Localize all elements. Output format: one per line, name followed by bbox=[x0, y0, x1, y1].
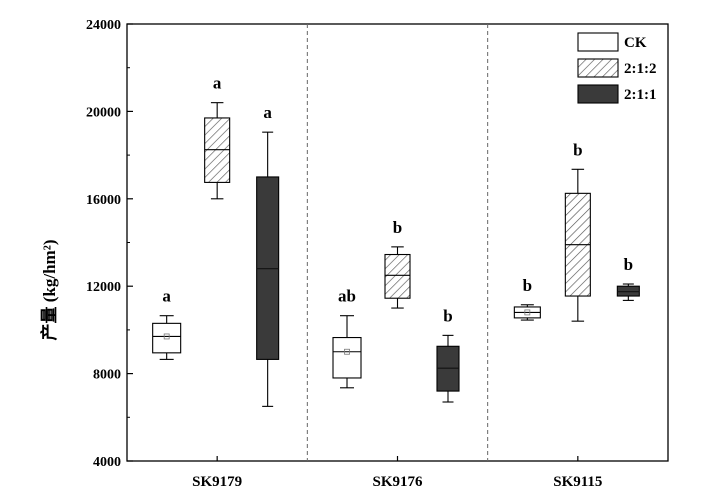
legend: CK 2:1:2 2:1:1 bbox=[577, 32, 657, 104]
mean-marker bbox=[163, 333, 170, 340]
box-plot-2-1-2-SK9115: b bbox=[564, 140, 591, 322]
y-tick-label: 12000 bbox=[86, 280, 121, 295]
box-plot-2-1-2-SK9176: b bbox=[384, 218, 411, 309]
y-axis-label: 产量 (kg/hm²) bbox=[39, 240, 59, 341]
group-separators bbox=[306, 24, 489, 461]
y-tick-label: 16000 bbox=[86, 193, 121, 208]
box bbox=[152, 322, 182, 354]
y-tick-label: 8000 bbox=[93, 368, 121, 383]
x-tick-label: SK9179 bbox=[192, 474, 242, 490]
significance-label: a bbox=[213, 74, 222, 93]
significance-label: b bbox=[523, 276, 532, 295]
significance-label: b bbox=[573, 140, 582, 159]
legend-label: CK bbox=[624, 35, 647, 51]
legend-label: 2:1:2 bbox=[624, 61, 657, 77]
box bbox=[332, 336, 362, 379]
x-axis: SK9179 SK9176 SK9115 bbox=[192, 456, 602, 490]
box-plot-2-1-1-SK9179: a bbox=[256, 103, 280, 407]
legend-swatch bbox=[577, 32, 619, 52]
significance-label: ab bbox=[338, 287, 356, 306]
y-tick-label: 20000 bbox=[86, 105, 121, 120]
mean-marker bbox=[524, 309, 531, 316]
x-tick-label: SK9176 bbox=[372, 474, 423, 490]
significance-label: b bbox=[443, 306, 452, 325]
y-axis: 4000 8000 12000 16000 20000 24000 bbox=[86, 18, 133, 470]
significance-label: b bbox=[393, 218, 402, 237]
box-plot-2-1-1-SK9115: b bbox=[616, 255, 640, 301]
box-plot-2-1-1-SK9176: b bbox=[436, 306, 460, 403]
legend-label: 2:1:1 bbox=[624, 87, 657, 103]
y-tick-label: 4000 bbox=[93, 455, 121, 470]
box-plot-CK-SK9115: b bbox=[513, 276, 541, 321]
legend-swatch bbox=[577, 58, 619, 78]
x-tick-label: SK9115 bbox=[553, 474, 602, 490]
significance-label: a bbox=[263, 103, 272, 122]
significance-label: b bbox=[624, 255, 633, 274]
significance-label: a bbox=[162, 287, 171, 306]
box bbox=[384, 253, 411, 299]
y-tick-label: 24000 bbox=[86, 18, 121, 33]
box-plot-2-1-2-SK9179: a bbox=[204, 74, 231, 200]
box-plot-CK-SK9179: a bbox=[152, 287, 182, 360]
box-plot-CK-SK9176: ab bbox=[332, 287, 362, 389]
legend-swatch bbox=[577, 84, 619, 104]
mean-marker bbox=[344, 348, 350, 355]
